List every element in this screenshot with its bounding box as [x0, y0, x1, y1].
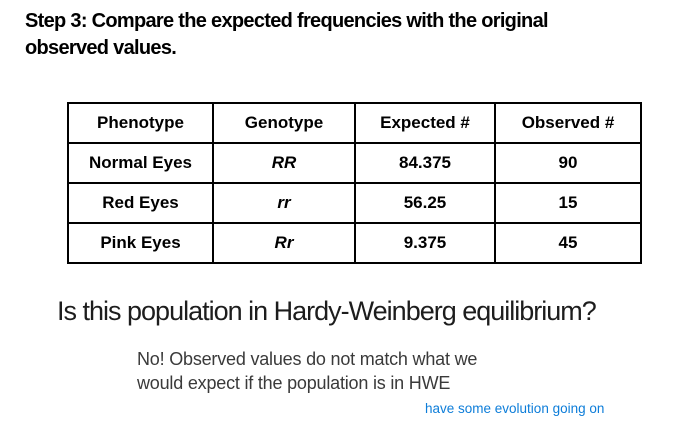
cell-expected: 84.375: [354, 142, 496, 184]
cell-expected: 9.375: [354, 222, 496, 264]
header-phenotype: Phenotype: [67, 102, 214, 144]
evolution-note-text: have some evolution going on: [425, 401, 605, 416]
cell-expected: 56.25: [354, 182, 496, 224]
header-expected: Expected #: [354, 102, 496, 144]
question-text: Is this population in Hardy-Weinberg equ…: [57, 296, 597, 326]
cell-phenotype: Red Eyes: [67, 182, 214, 224]
cell-genotype: RR: [212, 142, 356, 184]
answer-text: No! Observed values do not match what we…: [137, 349, 478, 393]
cell-phenotype: Normal Eyes: [67, 142, 214, 184]
cell-phenotype: Pink Eyes: [67, 222, 214, 264]
cell-genotype: rr: [212, 182, 356, 224]
header-observed: Observed #: [494, 102, 642, 144]
slide-title: Step 3: Compare the expected frequencies…: [25, 10, 549, 59]
cell-observed: 45: [494, 222, 642, 264]
cell-genotype: Rr: [212, 222, 356, 264]
table-row: Pink Eyes Rr 9.375 45: [67, 222, 642, 264]
header-genotype: Genotype: [212, 102, 356, 144]
table-row: Red Eyes rr 56.25 15: [67, 182, 642, 224]
cell-observed: 15: [494, 182, 642, 224]
cell-observed: 90: [494, 142, 642, 184]
frequency-table: Phenotype Genotype Expected # Observed #…: [67, 102, 642, 264]
table-header-row: Phenotype Genotype Expected # Observed #: [67, 102, 642, 144]
table-row: Normal Eyes RR 84.375 90: [67, 142, 642, 184]
